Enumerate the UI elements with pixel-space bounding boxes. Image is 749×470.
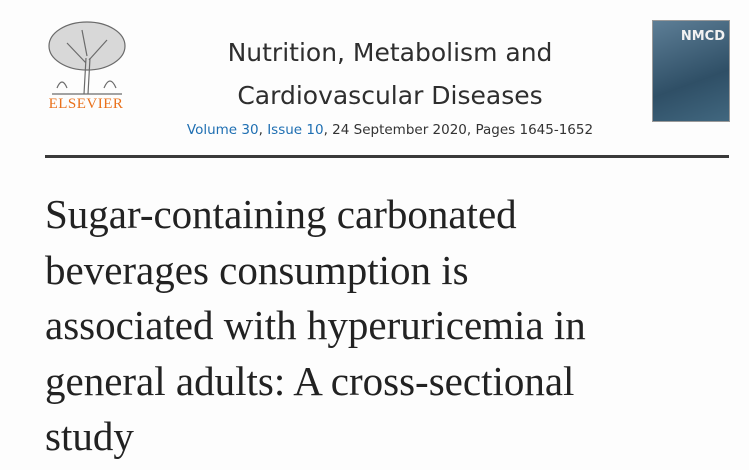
title-line: beverages consumption is bbox=[45, 246, 469, 293]
journal-title: Nutrition, Metabolism and bbox=[227, 38, 553, 67]
volume-link[interactable]: Volume 30 bbox=[186, 122, 259, 138]
citation: Volume 30, Issue 10, 24 September 2020, … bbox=[160, 122, 620, 138]
divider bbox=[45, 155, 729, 158]
separator: , bbox=[258, 122, 268, 138]
citation-details: , 24 September 2020, Pages 1645-1652 bbox=[323, 122, 594, 138]
title-line: Sugar-containing carbonated bbox=[45, 191, 517, 237]
title-line: general adults: A cross-sectional bbox=[45, 357, 575, 404]
journal-title: Cardiovascular Diseases bbox=[237, 81, 543, 110]
publisher-name: ELSEVIER bbox=[48, 96, 124, 112]
title-line: study bbox=[45, 413, 134, 459]
issue-link[interactable]: Issue 10 bbox=[267, 122, 324, 138]
publisher-logo bbox=[48, 21, 126, 95]
journal-cover[interactable]: NMCD bbox=[652, 20, 730, 122]
cover-label: NMCD bbox=[680, 29, 725, 44]
title-line: associated with hyperuricemia in bbox=[45, 302, 586, 348]
